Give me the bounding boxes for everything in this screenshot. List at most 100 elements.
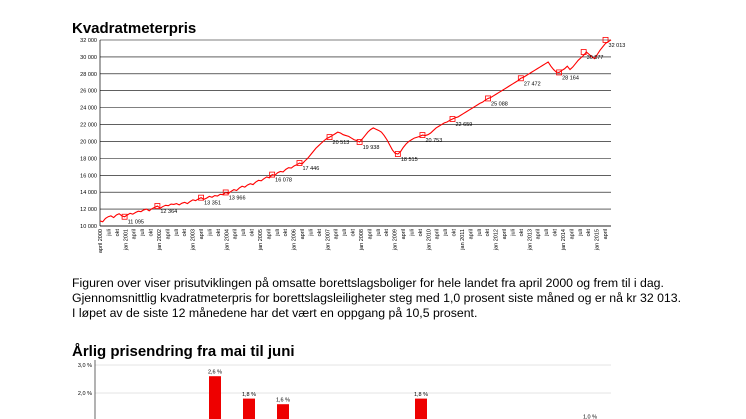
x-tick-label: april 2000 (98, 229, 104, 253)
y-tick-label: 10 000 (80, 224, 97, 230)
bar-value-label: 1,0 % (583, 415, 597, 419)
x-tick-label: okt (283, 229, 289, 237)
data-point-marker (121, 213, 128, 220)
x-tick-label: april (502, 229, 508, 239)
data-point-marker (449, 116, 456, 122)
x-tick-label: okt (216, 229, 222, 237)
bar (415, 398, 427, 419)
y-tick-label: 12 000 (80, 207, 97, 213)
data-label: 25 088 (491, 101, 508, 107)
bar-value-label: 1,8 % (414, 392, 428, 398)
x-tick-label: april (334, 229, 340, 239)
x-tick-label: april (233, 229, 239, 239)
x-tick-label: juli (477, 229, 483, 237)
data-label: 12 364 (160, 209, 177, 215)
x-tick-label: jan 2011 (460, 229, 466, 251)
x-tick-label: jan 2014 (561, 229, 567, 251)
data-point-marker (269, 171, 276, 178)
data-point-marker (326, 134, 333, 141)
data-point-marker (296, 160, 303, 166)
data-point-marker (602, 36, 609, 43)
x-tick-label: april (266, 229, 272, 239)
x-tick-label: juli (578, 229, 584, 237)
x-tick-label: april (300, 229, 306, 239)
x-tick-label: jan 2004 (224, 229, 230, 251)
x-tick-label: okt (115, 229, 121, 237)
x-tick-label: jan 2005 (258, 229, 264, 251)
y-tick-label: 32 000 (80, 38, 97, 44)
bar (277, 404, 289, 419)
x-tick-label: juli (140, 229, 146, 237)
chart-title-prisendring: Årlig prisendring fra mai til juni (72, 343, 295, 360)
bar (243, 398, 255, 419)
x-tick-label: okt (553, 229, 559, 237)
x-tick-label: april (165, 229, 171, 239)
data-label: 19 938 (363, 145, 380, 151)
x-tick-label: okt (384, 229, 390, 237)
x-tick-label: april (468, 229, 474, 239)
bar-value-label: 1,8 % (242, 392, 256, 398)
series-line (99, 39, 612, 223)
x-tick-label: juli (342, 229, 348, 237)
data-label: 13 351 (204, 201, 221, 207)
x-tick-label: juli (510, 229, 516, 237)
x-tick-label: okt (182, 229, 188, 237)
data-point-marker (485, 95, 491, 102)
x-tick-label: april (401, 229, 407, 239)
x-tick-label: jan 2015 (595, 229, 601, 251)
data-label: 20 513 (333, 140, 350, 146)
y-tick-label: 18 000 (80, 156, 97, 162)
data-label: 13 966 (229, 195, 246, 201)
x-tick-label: juli (443, 229, 449, 237)
x-tick-label: juli (544, 229, 550, 237)
x-tick-label: jan 2012 (494, 229, 500, 251)
x-tick-label: april (536, 229, 542, 239)
x-tick-label: jan 2002 (157, 229, 163, 251)
x-tick-label: jan 2008 (359, 229, 365, 251)
x-tick-label: juli (106, 229, 112, 237)
x-tick-label: jan 2007 (325, 229, 331, 251)
data-point-marker (222, 189, 229, 196)
description-paragraph: Figuren over viser prisutviklingen på om… (72, 276, 682, 320)
x-tick-label: jan 2013 (527, 229, 533, 251)
bar-value-label: 1,6 % (276, 398, 290, 404)
x-tick-label: okt (452, 229, 458, 237)
y-tick-label: 16 000 (80, 173, 97, 179)
data-label: 32 013 (609, 43, 626, 49)
y-tick-label: 22 000 (80, 123, 97, 129)
data-point-marker (517, 75, 524, 82)
data-label: 28 164 (562, 75, 579, 81)
x-tick-label: jan 2009 (393, 229, 399, 251)
x-tick-label: juli (174, 229, 180, 237)
x-tick-label: juli (241, 229, 247, 237)
x-tick-label: okt (317, 229, 323, 237)
y-tick-label: 26 000 (80, 89, 97, 95)
data-point-marker (154, 203, 161, 209)
x-tick-label: april (603, 229, 609, 239)
data-label: 22 659 (456, 122, 473, 128)
x-tick-label: juli (308, 229, 314, 237)
x-tick-label: april (367, 229, 373, 239)
data-label: 20 753 (425, 138, 442, 144)
data-label: 11 095 (128, 220, 144, 226)
x-tick-label: okt (149, 229, 155, 237)
x-tick-label: juli (275, 229, 281, 237)
y-tick-label: 30 000 (80, 55, 97, 61)
x-tick-label: juli (207, 229, 213, 237)
x-tick-label: okt (485, 229, 491, 237)
data-point-marker (419, 132, 426, 138)
x-tick-label: okt (418, 229, 424, 237)
data-label: 16 078 (275, 178, 292, 184)
bar-value-label: 2,6 % (208, 370, 222, 376)
data-point-marker (198, 194, 205, 201)
x-tick-label: jan 2003 (191, 229, 197, 251)
data-label: 27 472 (524, 81, 541, 87)
x-tick-label: april (569, 229, 575, 239)
x-tick-label: okt (586, 229, 592, 237)
y-tick-label: 3,0 % (78, 363, 92, 369)
bar (209, 376, 221, 419)
x-tick-label: jan 2006 (292, 229, 298, 251)
x-tick-label: april (199, 229, 205, 239)
